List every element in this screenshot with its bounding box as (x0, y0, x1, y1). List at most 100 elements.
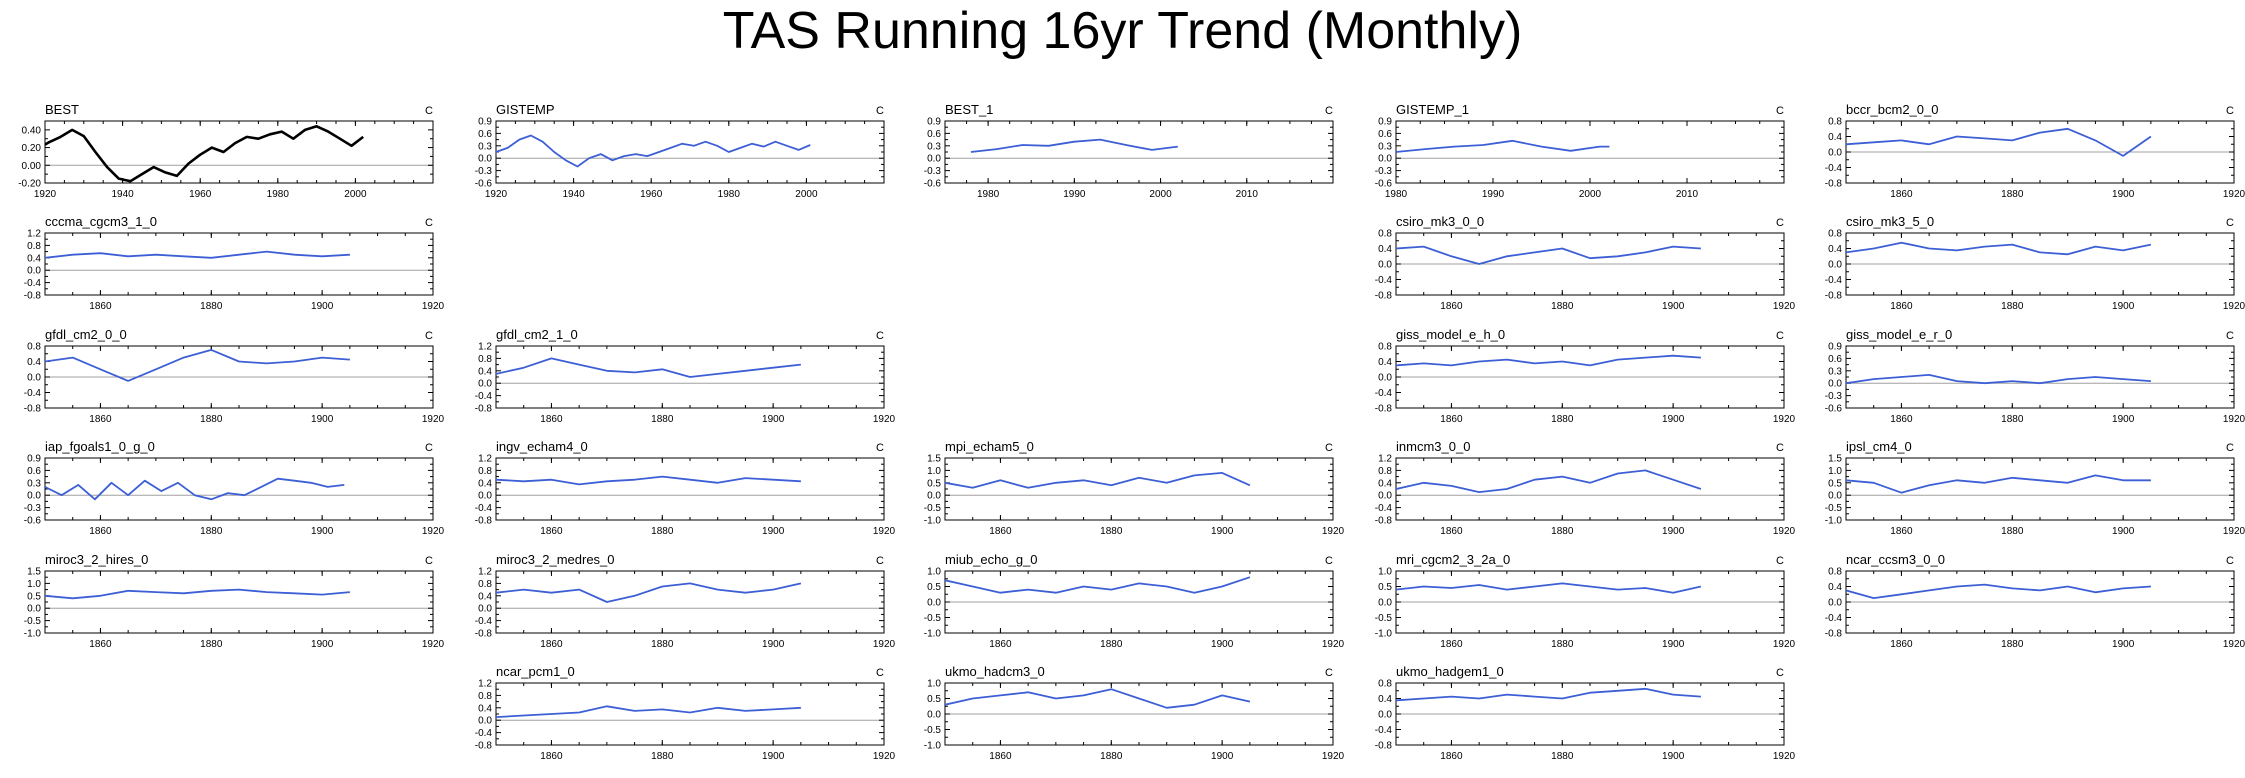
y-tick-label: 0.8 (478, 354, 492, 365)
x-tick-label: 1990 (1063, 189, 1086, 200)
y-tick-label: 0.4 (1828, 582, 1842, 593)
y-tick-label: 0.4 (1378, 694, 1392, 705)
panel-corner-label: C (1325, 105, 1333, 117)
y-tick-label: 1.2 (27, 229, 41, 240)
x-tick-label: 1920 (485, 189, 508, 200)
x-tick-label: 1860 (89, 639, 112, 650)
y-tick-label: -1.0 (924, 629, 942, 640)
x-tick-label: 1900 (1211, 526, 1234, 537)
x-tick-label: 1900 (1211, 751, 1234, 762)
y-tick-label: 0.0 (478, 491, 492, 502)
panel-corner-label: C (1776, 555, 1784, 567)
y-tick-label: 0.6 (1378, 129, 1392, 140)
x-tick-label: 1880 (2001, 414, 2024, 425)
series-line (45, 125, 364, 183)
y-tick-label: -0.4 (1375, 388, 1393, 399)
x-tick-label: 1860 (540, 414, 563, 425)
y-tick-label: -0.8 (475, 404, 493, 415)
x-tick-label: 1860 (1440, 751, 1463, 762)
y-tick-label: 0.00 (22, 161, 42, 172)
y-tick-label: -0.8 (475, 629, 493, 640)
panel-corner-label: C (876, 555, 884, 567)
x-tick-label: 1880 (1551, 526, 1574, 537)
y-tick-label: -0.6 (475, 179, 493, 190)
x-tick-label: 1980 (718, 189, 741, 200)
x-tick-label: 1860 (1440, 414, 1463, 425)
x-tick-label: 1960 (189, 189, 212, 200)
y-tick-label: 0.0 (1378, 373, 1392, 384)
panel-title: mpi_echam5_0 (945, 439, 1034, 454)
x-tick-label: 1860 (1440, 526, 1463, 537)
y-tick-label: -0.4 (1825, 275, 1843, 286)
y-tick-label: 0.4 (478, 703, 492, 714)
x-tick-label: 1920 (1773, 414, 1796, 425)
panel-title: ncar_pcm1_0 (496, 664, 575, 679)
y-tick-label: -0.8 (1825, 291, 1843, 302)
y-tick-label: 0.0 (478, 604, 492, 615)
y-tick-label: 0.5 (27, 591, 41, 602)
panel-title: miroc3_2_hires_0 (45, 552, 148, 567)
panel-corner-label: C (1325, 442, 1333, 454)
y-tick-label: 0.0 (927, 710, 941, 721)
y-tick-label: 0.3 (927, 141, 941, 152)
y-tick-label: -0.3 (1825, 391, 1843, 402)
y-tick-label: -0.4 (24, 278, 42, 289)
y-tick-label: 0.6 (1828, 354, 1842, 365)
y-tick-label: 0.20 (22, 143, 42, 154)
y-tick-label: 0.8 (27, 241, 41, 252)
y-tick-label: 0.4 (1828, 244, 1842, 255)
x-tick-label: 1860 (1440, 639, 1463, 650)
y-tick-label: -0.5 (1375, 613, 1393, 624)
y-tick-label: 0.5 (927, 478, 941, 489)
chart-panel-ncar-ccsm3-0-0: ncar_ccsm3_0_0 C -0.8 -0.4 0.0 0.4 0.8 1860 1880… (1825, 552, 2245, 650)
y-tick-label: -0.8 (1825, 179, 1843, 190)
y-tick-label: -0.8 (1375, 404, 1393, 415)
series-line (45, 348, 350, 382)
panel-corner-label: C (425, 105, 433, 117)
series-line (1846, 373, 2151, 385)
y-tick-label: 0.0 (478, 154, 492, 165)
panel-frame (44, 457, 434, 521)
series-line (1396, 469, 1702, 494)
y-tick-label: -1.0 (1825, 516, 1843, 527)
y-tick-label: -0.8 (1375, 516, 1393, 527)
x-tick-label: 1880 (651, 414, 674, 425)
series-line (1846, 127, 2152, 157)
panel-corner-label: C (1325, 667, 1333, 679)
panel-frame (495, 457, 885, 521)
series-line (945, 688, 1251, 709)
y-tick-label: 0.8 (27, 342, 41, 353)
series-line (1846, 583, 2151, 599)
y-tick-label: 0.0 (1378, 598, 1392, 609)
y-tick-label: 0.9 (1828, 342, 1842, 353)
y-tick-label: -0.8 (24, 404, 42, 415)
x-tick-label: 2000 (1579, 189, 1602, 200)
y-tick-label: 1.0 (1828, 466, 1842, 477)
x-tick-label: 1980 (267, 189, 290, 200)
x-tick-label: 1880 (200, 526, 223, 537)
panel-frame (1395, 120, 1785, 184)
y-tick-label: -0.8 (1375, 291, 1393, 302)
panel-title: ukmo_hadcm3_0 (945, 664, 1045, 679)
panel-frame (495, 570, 885, 634)
y-tick-label: -0.6 (924, 179, 942, 190)
x-tick-label: 1880 (2001, 639, 2024, 650)
x-tick-label: 1900 (311, 526, 334, 537)
chart-panel-gistemp: GISTEMP C -0.6 -0.30.0 0.30.60.9 1920 1940 1960… (475, 102, 885, 200)
series-line (1846, 241, 2152, 256)
y-tick-label: 0.3 (478, 141, 492, 152)
panel-title: cccma_cgcm3_1_0 (45, 214, 157, 229)
chart-panel-ingv-echam4-0: ingv_echam4_0 C -0.8 -0.40.0 0.40.81.2 1860 18… (475, 439, 896, 537)
y-tick-label: 0.8 (1378, 229, 1392, 240)
x-tick-label: 1900 (2112, 639, 2135, 650)
x-tick-label: 1920 (873, 751, 896, 762)
x-tick-label: 1880 (2001, 526, 2024, 537)
x-tick-label: 1860 (1440, 301, 1463, 312)
y-tick-label: 1.2 (1378, 454, 1392, 465)
x-tick-label: 1900 (311, 301, 334, 312)
y-tick-label: 0.0 (27, 604, 41, 615)
chart-panel-best-1: BEST_1 C -0.6 -0.30.0 0.30.60.9 1980 1990 2000 2… (924, 102, 1334, 200)
x-tick-label: 1920 (1773, 639, 1796, 650)
y-tick-label: 0.4 (478, 366, 492, 377)
